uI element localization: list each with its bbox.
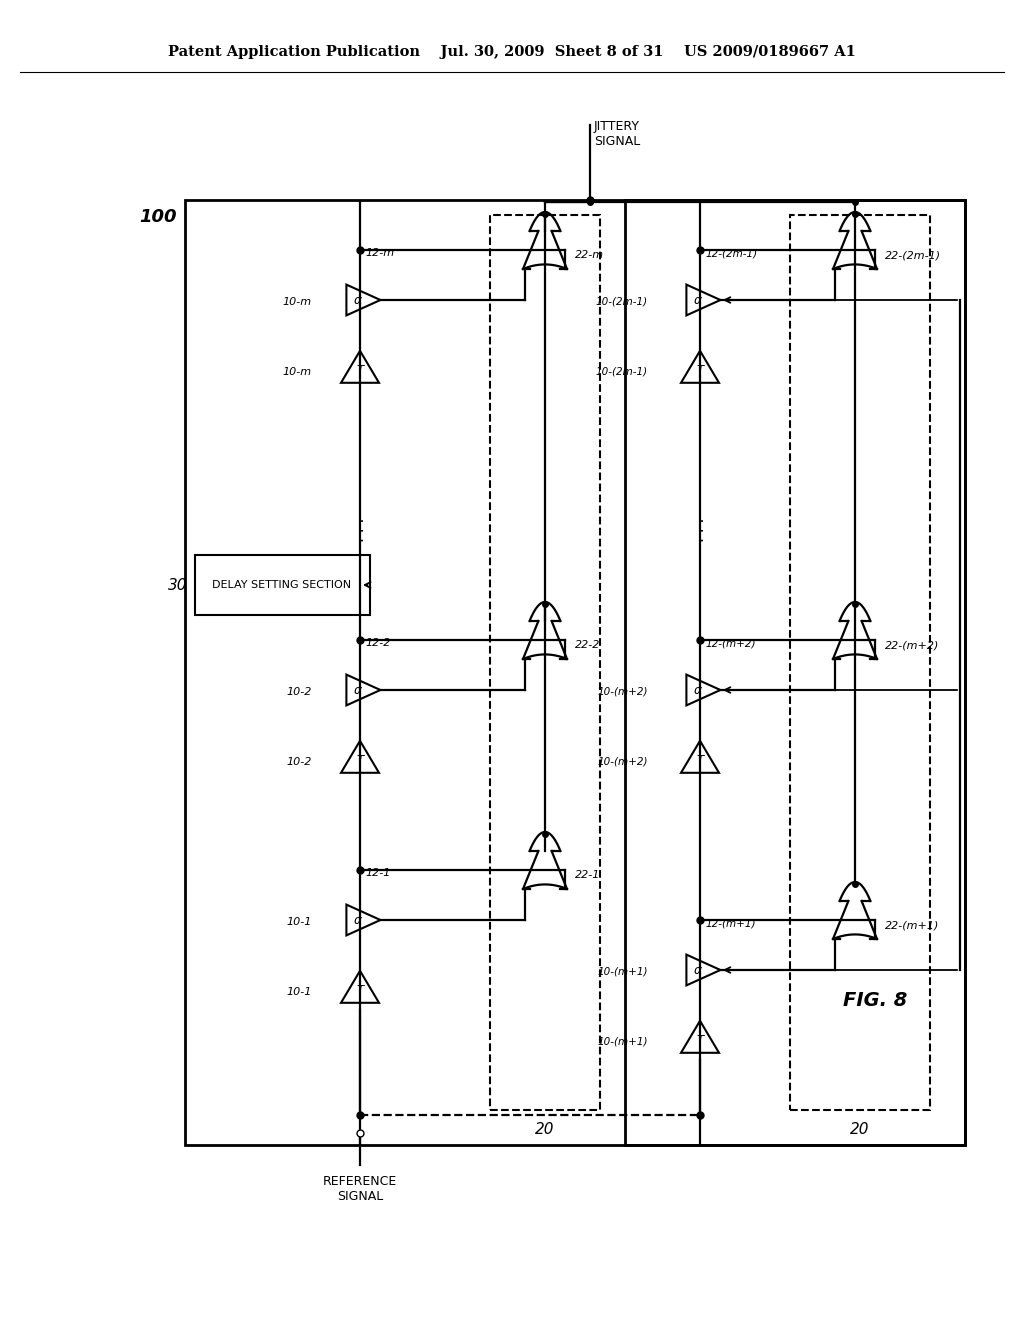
- Text: 10-1: 10-1: [287, 917, 312, 927]
- Text: REFERENCE
SIGNAL: REFERENCE SIGNAL: [323, 1175, 397, 1203]
- Text: 10-(2m-1): 10-(2m-1): [596, 367, 648, 378]
- Text: 10-(m+2): 10-(m+2): [597, 756, 648, 767]
- Text: . . .: . . .: [692, 517, 708, 543]
- Text: $\alpha$: $\alpha$: [353, 913, 364, 927]
- Bar: [490, 215, 600, 1110]
- Text: $\alpha$: $\alpha$: [693, 964, 703, 977]
- Text: DELAY SETTING SECTION: DELAY SETTING SECTION: [212, 579, 351, 590]
- Text: 12-1: 12-1: [365, 869, 390, 878]
- Text: T: T: [696, 754, 703, 767]
- Text: 12-m: 12-m: [365, 248, 394, 257]
- Text: $\alpha$: $\alpha$: [353, 684, 364, 697]
- Text: 22-(m+2): 22-(m+2): [885, 640, 939, 649]
- Bar: [195, 554, 370, 615]
- Text: FIG. 8: FIG. 8: [843, 990, 907, 1010]
- Text: 22-2: 22-2: [575, 640, 600, 649]
- Bar: [790, 215, 930, 1110]
- Text: 12-2: 12-2: [365, 638, 390, 648]
- Text: 20: 20: [850, 1122, 869, 1138]
- Text: 10-1: 10-1: [287, 987, 312, 997]
- Text: 10-m: 10-m: [283, 367, 312, 378]
- Text: 20: 20: [536, 1122, 555, 1138]
- Text: 10-2: 10-2: [287, 686, 312, 697]
- Text: $\alpha$: $\alpha$: [693, 684, 703, 697]
- Text: Patent Application Publication    Jul. 30, 2009  Sheet 8 of 31    US 2009/018966: Patent Application Publication Jul. 30, …: [168, 45, 856, 59]
- Text: JITTERY
SIGNAL: JITTERY SIGNAL: [594, 120, 640, 148]
- Text: 10-(m+1): 10-(m+1): [597, 1038, 648, 1047]
- Text: . . .: . . .: [352, 517, 368, 543]
- Text: 10-(m+2): 10-(m+2): [597, 686, 648, 697]
- Text: T: T: [356, 363, 364, 376]
- Text: 30: 30: [168, 578, 187, 593]
- Text: 100: 100: [139, 209, 177, 226]
- Text: 22-(m+1): 22-(m+1): [885, 920, 939, 931]
- Text: 12-(2m-1): 12-(2m-1): [705, 248, 757, 257]
- Bar: [185, 201, 965, 1144]
- Text: T: T: [356, 754, 364, 767]
- Text: T: T: [696, 363, 703, 376]
- Text: 10-(m+1): 10-(m+1): [597, 968, 648, 977]
- Bar: [625, 201, 965, 1144]
- Text: T: T: [696, 1034, 703, 1047]
- Text: T: T: [356, 983, 364, 997]
- Text: 22-1: 22-1: [575, 870, 600, 880]
- Text: 22-m: 22-m: [575, 249, 604, 260]
- Text: 10-2: 10-2: [287, 756, 312, 767]
- Text: 12-(m+2): 12-(m+2): [705, 638, 756, 648]
- Text: 12-(m+1): 12-(m+1): [705, 917, 756, 928]
- Text: 10-(2m-1): 10-(2m-1): [596, 297, 648, 308]
- Text: 22-(2m-1): 22-(2m-1): [885, 249, 941, 260]
- Text: $\alpha$: $\alpha$: [353, 293, 364, 306]
- Text: 10-m: 10-m: [283, 297, 312, 308]
- Text: $\alpha$: $\alpha$: [693, 293, 703, 306]
